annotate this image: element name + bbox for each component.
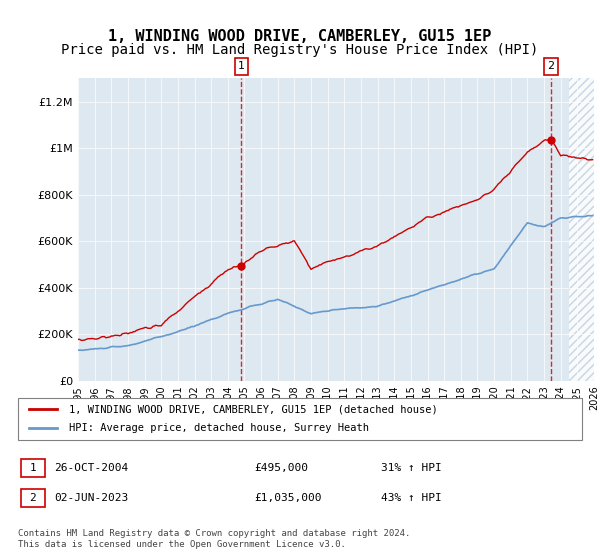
Text: 26-OCT-2004: 26-OCT-2004: [54, 463, 128, 473]
Text: Contains HM Land Registry data © Crown copyright and database right 2024.
This d: Contains HM Land Registry data © Crown c…: [18, 529, 410, 549]
Text: 31% ↑ HPI: 31% ↑ HPI: [382, 463, 442, 473]
FancyBboxPatch shape: [21, 489, 45, 507]
Text: HPI: Average price, detached house, Surrey Heath: HPI: Average price, detached house, Surr…: [69, 423, 369, 433]
Text: £1,035,000: £1,035,000: [254, 493, 322, 503]
Text: 1: 1: [238, 62, 245, 72]
FancyBboxPatch shape: [18, 398, 582, 440]
Text: 1, WINDING WOOD DRIVE, CAMBERLEY, GU15 1EP (detached house): 1, WINDING WOOD DRIVE, CAMBERLEY, GU15 1…: [69, 404, 437, 414]
Text: £495,000: £495,000: [254, 463, 308, 473]
Text: 43% ↑ HPI: 43% ↑ HPI: [382, 493, 442, 503]
Text: 2: 2: [547, 62, 554, 72]
Text: 2: 2: [29, 493, 37, 503]
FancyBboxPatch shape: [21, 459, 45, 477]
Text: 1, WINDING WOOD DRIVE, CAMBERLEY, GU15 1EP: 1, WINDING WOOD DRIVE, CAMBERLEY, GU15 1…: [109, 29, 491, 44]
Text: Price paid vs. HM Land Registry's House Price Index (HPI): Price paid vs. HM Land Registry's House …: [61, 44, 539, 58]
Text: 1: 1: [29, 463, 37, 473]
Text: 02-JUN-2023: 02-JUN-2023: [54, 493, 128, 503]
Bar: [569, 78, 600, 381]
